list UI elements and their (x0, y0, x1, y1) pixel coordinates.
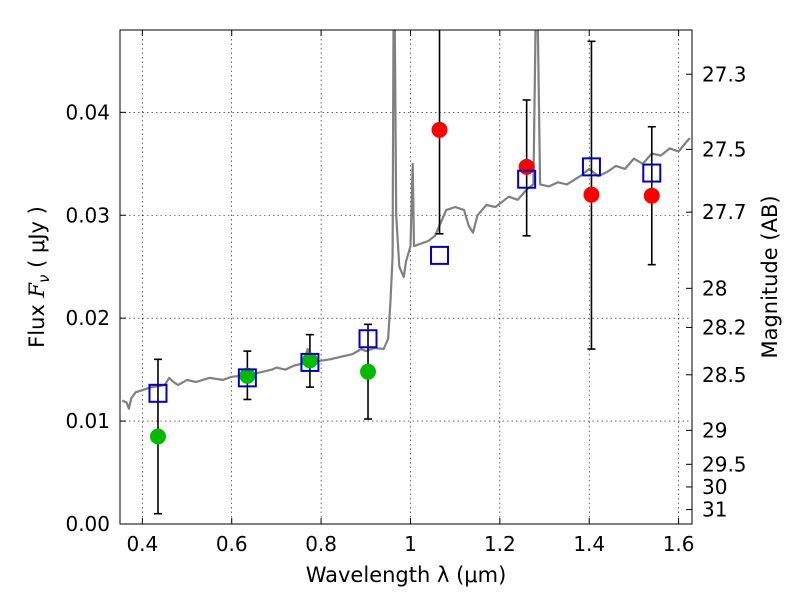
data-point-square (300, 352, 320, 372)
data-point-circle (518, 158, 535, 175)
y2-tick-label: 29.5 (702, 452, 747, 476)
data-point-circle (301, 352, 318, 369)
grid (120, 30, 692, 525)
y2-tick-label: 31 (702, 498, 727, 522)
x-tick-label: 0.8 (305, 532, 337, 556)
spectrum-line (121, 30, 691, 410)
axis-ticks: 0.4 0.6 0.8 1 1.2 1.4 1.6 0.00 0.01 0.02 0.03 0.04 2… (65, 30, 747, 556)
y-tick-label: 0.03 (65, 203, 110, 227)
data-point-circle (239, 367, 256, 384)
data-point-square (517, 169, 537, 189)
y-axis-title: Flux Fν ( μJy ) (25, 206, 53, 348)
data-markers (148, 121, 662, 445)
x-tick-label: 1.2 (484, 532, 516, 556)
y-tick-label: 0.01 (65, 409, 110, 433)
y-tick-label: 0.04 (65, 100, 110, 124)
y2-tick-label: 28 (702, 276, 727, 300)
data-point-circle (643, 187, 660, 204)
model-spectrum (121, 30, 691, 410)
data-point-square (148, 383, 168, 403)
y2-tick-label: 30 (702, 475, 727, 499)
x-axis-title: Wavelength λ (μm) (306, 563, 507, 587)
y-axis-title-subscript: ν (35, 275, 53, 283)
x-tick-label: 1.6 (663, 532, 695, 556)
y2-tick-label: 28.5 (702, 363, 747, 387)
data-point-square (581, 157, 601, 177)
plot-frame (119, 29, 693, 525)
x-tick-label: 1.4 (573, 532, 605, 556)
y2-tick-label: 27.5 (702, 137, 747, 161)
y-tick-label: 0.02 (65, 306, 110, 330)
x-tick-label: 1 (404, 532, 417, 556)
data-point-circle (360, 363, 377, 380)
y-tick-label: 0.00 (65, 512, 110, 536)
x-tick-label: 0.6 (216, 532, 248, 556)
data-point-circle (431, 121, 448, 138)
data-point-square (237, 368, 257, 388)
data-point-square (642, 163, 662, 183)
y2-tick-label: 28.2 (702, 315, 747, 339)
y-axis-title-symbol: F (25, 282, 49, 299)
data-point-square (430, 245, 450, 265)
y2-tick-label: 29 (702, 418, 727, 442)
data-point-circle (149, 428, 166, 445)
data-point-square (358, 329, 378, 349)
y-axis-title-suffix: ( μJy ) (25, 206, 49, 274)
y-axis-title-prefix: Flux (25, 298, 49, 348)
y2-tick-label: 27.3 (702, 62, 747, 86)
right-axis-title: Magnitude (AB) (758, 195, 782, 358)
data-point-circle (583, 186, 600, 203)
x-tick-label: 0.4 (126, 532, 158, 556)
y2-tick-label: 27.7 (702, 200, 747, 224)
